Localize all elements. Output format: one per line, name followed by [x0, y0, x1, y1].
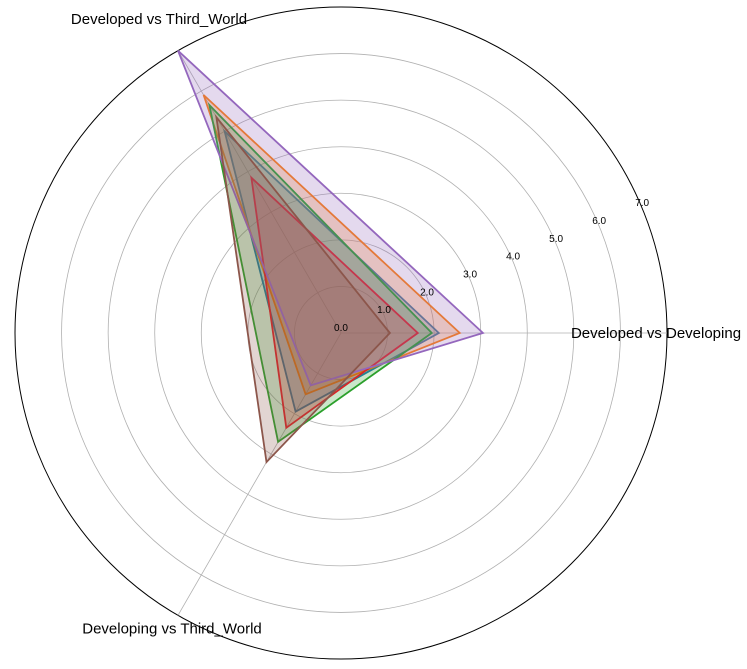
- radial-tick-label: 6.0: [592, 216, 606, 227]
- axis-label: Developed vs Third_World: [71, 11, 247, 28]
- series-polygon: [215, 114, 392, 465]
- series-polygon: [177, 50, 485, 387]
- radial-tick-label: 7.0: [635, 198, 649, 209]
- axis-label: Developed vs Developing: [571, 325, 741, 342]
- label-layer: 0.0 1.0 2.0 3.0 4.0 5.0 6.0 7.0 Developed vs Dev…: [71, 11, 741, 638]
- radial-tick-label: 3.0: [463, 270, 477, 281]
- radial-spoke: [177, 332, 342, 616]
- series-polygon: [250, 175, 420, 430]
- series-layer: [177, 50, 485, 465]
- radial-tick-label: 5.0: [549, 234, 563, 245]
- series-polygon: [222, 128, 441, 413]
- radial-tick-label: 0.0: [334, 323, 348, 334]
- radial-tick-label: 1.0: [377, 305, 391, 316]
- radial-tick-label: 4.0: [506, 252, 520, 263]
- radial-tick-label: 2.0: [420, 287, 434, 298]
- axis-label: Developing vs Third_World: [82, 621, 262, 638]
